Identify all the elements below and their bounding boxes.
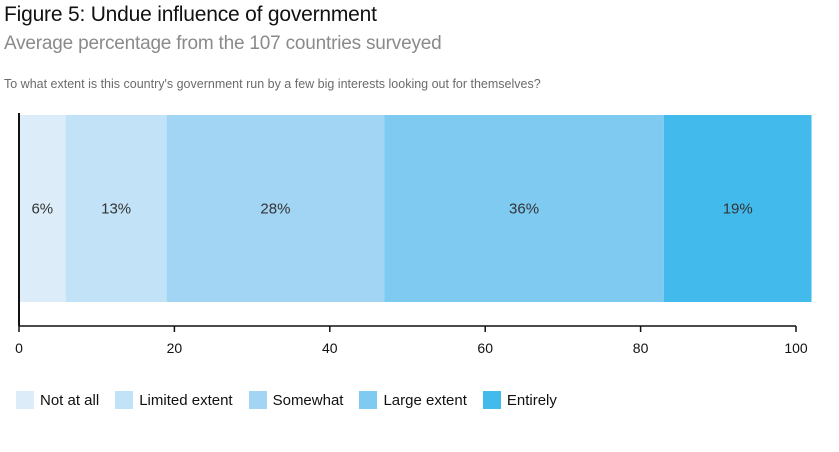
legend-label: Somewhat bbox=[272, 391, 344, 409]
bar-segment-limited-extent bbox=[65, 115, 167, 302]
bar-segment-entirely bbox=[663, 115, 812, 302]
chart-title: Figure 5: Undue influence of government bbox=[4, 3, 377, 26]
legend-swatch bbox=[248, 391, 267, 409]
legend-item: Limited extent bbox=[115, 391, 233, 409]
legend-swatch bbox=[115, 391, 134, 409]
chart-subtitle: Average percentage from the 107 countrie… bbox=[4, 33, 442, 54]
legend-label: Entirely bbox=[506, 391, 557, 409]
data-label: 13% bbox=[101, 201, 131, 218]
legend-swatch bbox=[16, 391, 34, 409]
legend-label: Not at all bbox=[40, 391, 100, 409]
legend-swatch bbox=[482, 391, 501, 409]
legend-label: Limited extent bbox=[139, 391, 233, 409]
legend-label: Large extent bbox=[383, 391, 467, 409]
survey-question: To what extent is this country's governm… bbox=[4, 77, 541, 91]
legend-item: Large extent bbox=[359, 391, 467, 409]
legend-item: Entirely bbox=[482, 391, 557, 409]
tick-label: 100 bbox=[784, 340, 808, 356]
tick-label: 0 bbox=[15, 340, 23, 356]
legend-item: Not at all bbox=[16, 391, 99, 409]
data-label: 36% bbox=[509, 201, 539, 218]
data-label: 6% bbox=[31, 201, 53, 218]
legend-item: Somewhat bbox=[248, 391, 344, 409]
data-label: 28% bbox=[260, 201, 290, 218]
bar-segment-somewhat bbox=[166, 115, 385, 302]
tick-label: 60 bbox=[477, 340, 493, 356]
tick-label: 20 bbox=[167, 340, 183, 356]
chart-legend: Not at all Limited extent Somewhat Large ex… bbox=[16, 391, 573, 409]
tick-label: 80 bbox=[633, 340, 649, 356]
stacked-bar-chart: 6% 13% 28% 36% 19% 0 20 40 60 80 100 bbox=[15, 113, 812, 356]
data-label: 19% bbox=[723, 201, 753, 218]
bar-segment-not-at-all bbox=[19, 115, 66, 302]
legend-swatch bbox=[359, 391, 378, 409]
bar-segment-large-extent bbox=[384, 115, 664, 302]
tick-label: 40 bbox=[322, 340, 338, 356]
